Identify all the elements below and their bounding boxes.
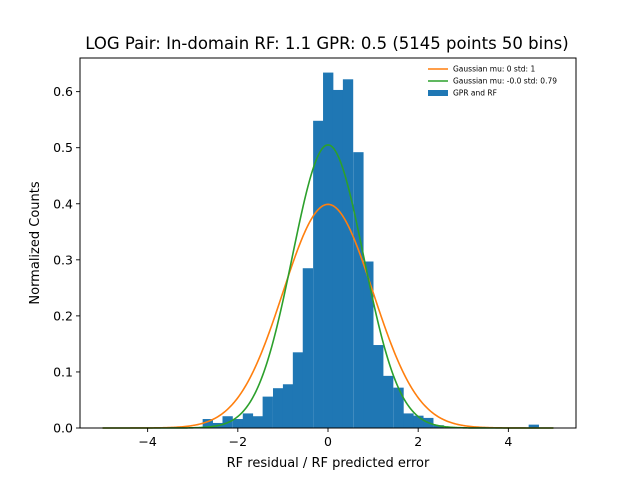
chart-title: LOG Pair: In-domain RF: 1.1 GPR: 0.5 (51… — [85, 34, 568, 53]
gaussian-curve-1 — [102, 203, 554, 429]
y-tick-label: 0.0 — [53, 421, 73, 436]
histogram-bar — [292, 352, 304, 428]
y-tick-label: 0.5 — [53, 140, 73, 155]
histogram-bar — [272, 388, 284, 428]
x-axis-label: RF residual / RF predicted error — [227, 456, 430, 471]
histogram-bar — [332, 89, 344, 428]
legend-label: Gaussian mu: 0 std: 1 — [453, 65, 535, 74]
histogram-bar — [252, 416, 264, 428]
legend-patch-swatch — [428, 90, 448, 96]
y-tick-label: 0.6 — [53, 84, 73, 99]
histogram-bar — [528, 424, 539, 428]
histogram-bar — [323, 72, 334, 428]
y-axis-ticks: 0.0 0.1 0.2 0.3 0.4 0.5 0.6 — [53, 84, 80, 436]
y-tick-label: 0.3 — [53, 252, 73, 267]
x-tick-label: −4 — [138, 434, 156, 449]
histogram-bar — [342, 79, 354, 429]
histogram-bar — [232, 419, 244, 428]
x-tick-label: −2 — [229, 434, 247, 449]
x-axis-ticks: −4 −2 0 2 4 — [138, 428, 512, 449]
histogram-bar — [302, 268, 314, 428]
y-tick-label: 0.2 — [53, 308, 73, 323]
histogram-bar — [363, 261, 374, 428]
legend: Gaussian mu: 0 std: 1 Gaussian mu: -0.0 s… — [428, 65, 557, 98]
histogram-bar — [353, 152, 364, 428]
histogram-bar — [403, 413, 414, 428]
x-tick-label: 2 — [414, 434, 422, 449]
y-tick-label: 0.1 — [53, 364, 73, 379]
histogram-bar — [262, 396, 273, 428]
histogram-bar — [373, 345, 384, 428]
histogram-bar — [413, 415, 424, 428]
histogram-bars — [202, 72, 539, 429]
legend-label: Gaussian mu: -0.0 std: 0.79 — [453, 77, 557, 86]
histogram-bar — [242, 413, 254, 428]
histogram-bar — [433, 425, 444, 428]
x-tick-label: 0 — [324, 434, 332, 449]
histogram-bar — [202, 419, 213, 428]
histogram-bar — [313, 120, 324, 428]
histogram-bar — [383, 375, 394, 428]
histogram-bar — [393, 387, 404, 428]
y-tick-label: 0.4 — [53, 196, 73, 211]
histogram-bar — [282, 384, 294, 428]
legend-label: GPR and RF — [453, 89, 497, 98]
x-tick-label: 4 — [504, 434, 512, 449]
y-axis-label: Normalized Counts — [28, 181, 43, 304]
